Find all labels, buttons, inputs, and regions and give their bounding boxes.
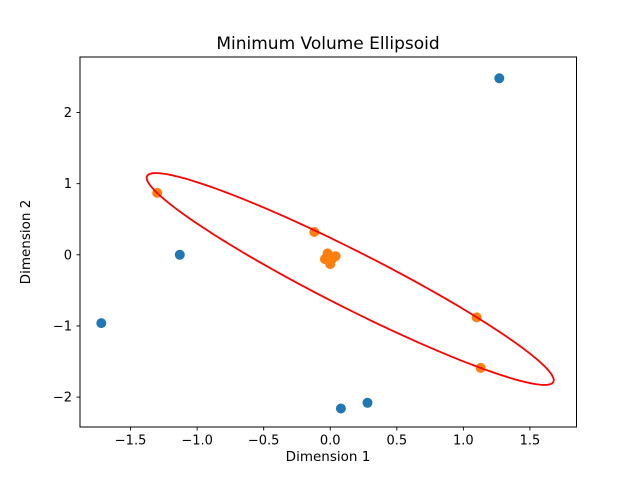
- y-tick-label: 0: [64, 248, 72, 263]
- y-tick-label: −1: [53, 319, 72, 334]
- scatter-point-outlier-points: [174, 249, 185, 260]
- x-tick-label: 1.5: [520, 434, 541, 449]
- y-axis-label: Dimension 2: [18, 200, 34, 285]
- scatter-point-outlier-points: [494, 73, 505, 84]
- scatter-point-outlier-points: [335, 403, 346, 414]
- x-tick-label: −0.5: [248, 434, 280, 449]
- x-tick-label: 0.0: [320, 434, 341, 449]
- axes-box: [79, 56, 577, 428]
- x-tick-label: 1.0: [453, 434, 474, 449]
- scatter-point-inlier-points: [325, 259, 336, 270]
- x-tick-label: 0.5: [386, 434, 407, 449]
- chart-title: Minimum Volume Ellipsoid: [216, 34, 439, 54]
- plot-layer: −1.5 −1.0 −0.5 0.0 0.5 1.0 1.5 −2 −1 0 1 2: [53, 73, 555, 449]
- x-tick-label: −1.0: [181, 434, 213, 449]
- scatter-point-outlier-points: [96, 318, 107, 329]
- y-tick-label: 2: [64, 106, 72, 121]
- x-axis-label: Dimension 1: [286, 449, 371, 465]
- mve-ellipse-outline: [145, 172, 555, 386]
- x-tick-label: −1.5: [115, 434, 147, 449]
- y-tick-label: 1: [64, 177, 72, 192]
- scatter-point-outlier-points: [362, 397, 373, 408]
- y-tick-label: −2: [53, 391, 72, 406]
